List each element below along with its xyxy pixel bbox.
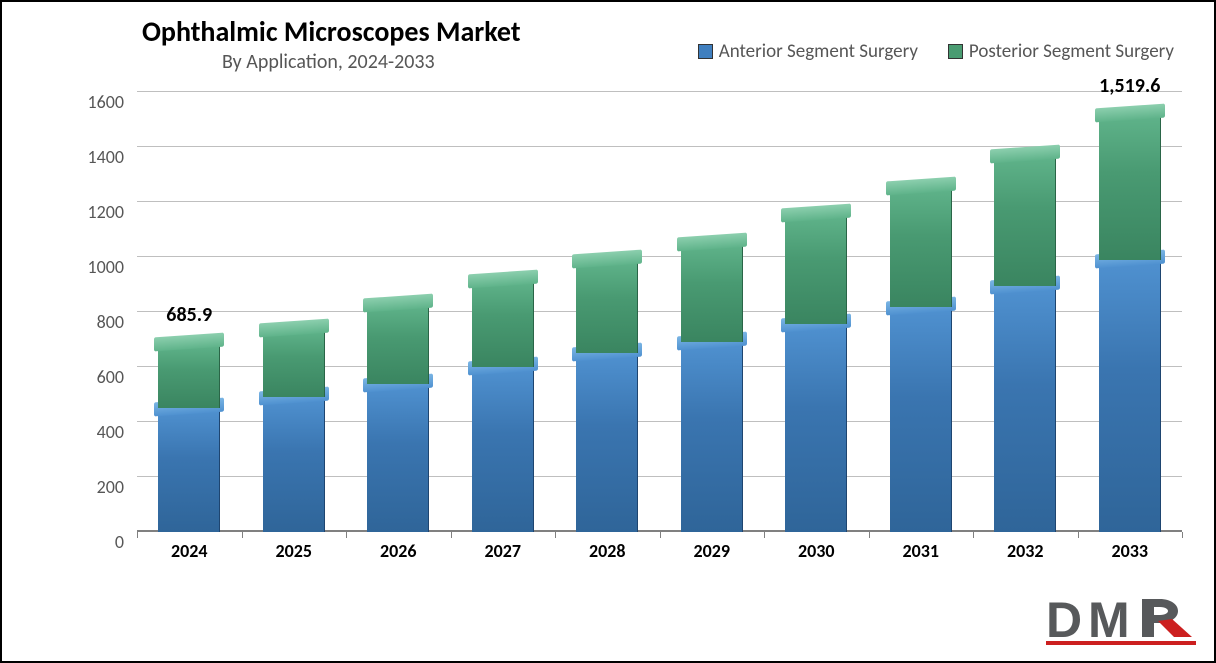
bar-posterior <box>263 329 325 398</box>
bar-anterior <box>1099 260 1161 532</box>
y-tick-label: 200 <box>97 476 124 498</box>
x-label: 2026 <box>380 540 417 562</box>
chart-canvas: Ophthalmic Microscopes Market By Applica… <box>0 0 1216 663</box>
legend-label: Posterior Segment Surgery <box>969 40 1174 63</box>
bar-anterior <box>576 353 638 532</box>
bar-posterior <box>994 155 1056 286</box>
x-label: 2031 <box>903 540 940 562</box>
x-label: 2025 <box>276 540 313 562</box>
legend-item-posterior: Posterior Segment Surgery <box>948 40 1174 63</box>
y-axis: 0 200 400 600 800 1000 1200 1400 1600 <box>82 92 132 562</box>
data-label: 685.9 <box>166 303 212 327</box>
y-tick-label: 1600 <box>88 91 125 113</box>
x-axis-labels: 2024 2025 2026 2027 2028 2029 2030 2031 2032 2033 <box>137 536 1182 562</box>
bar-2033 <box>1099 114 1161 532</box>
x-label: 2033 <box>1112 540 1149 562</box>
logo-svg: D M <box>1046 591 1196 651</box>
dmr-logo: D M <box>1046 591 1196 651</box>
bar-anterior <box>472 367 534 532</box>
x-label: 2027 <box>485 540 522 562</box>
chart-subtitle: By Application, 2024-2033 <box>222 50 435 74</box>
bar-posterior <box>681 243 743 342</box>
logo-letter-d: D <box>1046 592 1082 648</box>
bar-2029 <box>681 243 743 532</box>
bar-2032 <box>994 155 1056 532</box>
legend-item-anterior: Anterior Segment Surgery <box>698 40 918 63</box>
bar-anterior <box>263 397 325 532</box>
y-tick-label: 1200 <box>88 201 125 223</box>
chart-plot: 0 200 400 600 800 1000 1200 1400 1600 685.91,519… <box>82 92 1182 562</box>
bar-anterior <box>367 384 429 533</box>
x-label: 2028 <box>589 540 626 562</box>
legend-swatch-posterior <box>948 44 963 59</box>
x-label: 2032 <box>1007 540 1044 562</box>
y-tick-label: 0 <box>115 531 124 553</box>
logo-letter-m: M <box>1088 592 1130 648</box>
y-tick-label: 1000 <box>88 256 125 278</box>
bar-posterior <box>785 214 847 324</box>
x-label: 2030 <box>798 540 835 562</box>
bar-anterior <box>158 408 220 532</box>
x-tick <box>1182 532 1183 538</box>
bar-posterior <box>158 343 220 408</box>
bar-posterior <box>890 187 952 307</box>
plot-area: 685.91,519.6 <box>137 92 1182 532</box>
bar-2026 <box>367 304 429 532</box>
bar-anterior <box>890 307 952 533</box>
bar-2025 <box>263 329 325 533</box>
legend-swatch-anterior <box>698 44 713 59</box>
bar-2031 <box>890 187 952 532</box>
x-label: 2024 <box>171 540 208 562</box>
bar-2024 <box>158 343 220 532</box>
y-tick-label: 1400 <box>88 146 125 168</box>
y-tick-label: 800 <box>97 311 124 333</box>
logo-underline <box>1046 641 1196 645</box>
data-label: 1,519.6 <box>1099 74 1160 98</box>
bar-anterior <box>994 286 1056 532</box>
bar-2028 <box>576 260 638 532</box>
bar-posterior <box>472 280 534 367</box>
bar-anterior <box>785 324 847 532</box>
bar-posterior <box>576 260 638 354</box>
x-label: 2029 <box>694 540 731 562</box>
logo-letter-r-leg <box>1158 619 1192 637</box>
chart-legend: Anterior Segment Surgery Posterior Segme… <box>698 40 1174 63</box>
bars-container <box>137 92 1182 532</box>
chart-title: Ophthalmic Microscopes Market <box>142 14 521 49</box>
bar-anterior <box>681 342 743 532</box>
legend-label: Anterior Segment Surgery <box>719 40 918 63</box>
bar-posterior <box>1099 114 1161 260</box>
bar-2030 <box>785 214 847 532</box>
bar-posterior <box>367 304 429 384</box>
bar-2027 <box>472 280 534 532</box>
y-tick-label: 600 <box>97 366 124 388</box>
y-tick-label: 400 <box>97 421 124 443</box>
